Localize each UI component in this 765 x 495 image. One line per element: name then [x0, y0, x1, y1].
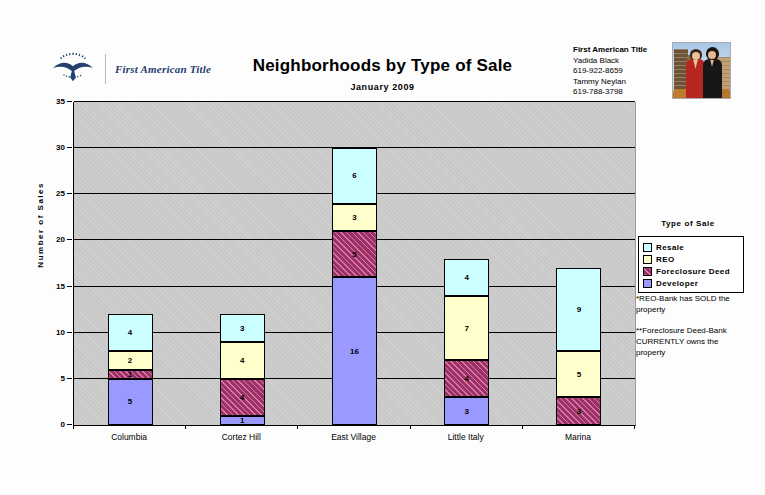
bar-segment-foreclosure-deed: 4	[444, 360, 489, 397]
x-axis-category-label: Cortez Hill	[222, 432, 261, 442]
legend-item-reo: REO	[643, 253, 739, 265]
bar-segment-reo: 2	[108, 351, 153, 369]
legend-item-resale: Resale	[643, 241, 739, 253]
y-axis-tick-label: 35	[49, 97, 65, 106]
legend-item-label: Foreclosure Deed	[656, 267, 730, 276]
y-axis-tick	[67, 239, 72, 240]
bar-segment-foreclosure-deed: 5	[332, 231, 377, 277]
bar-segment-foreclosure-deed: 1	[108, 370, 153, 379]
bar-segment-resale: 4	[444, 259, 489, 296]
contact-block: First American Title Yadida Black 619-92…	[573, 45, 647, 98]
legend-title: Type of Sale	[638, 219, 738, 228]
x-axis-tick	[634, 425, 635, 429]
y-axis-tick-label: 20	[49, 235, 65, 244]
bar-segment-resale: 3	[220, 314, 265, 342]
x-axis-tick	[73, 425, 74, 429]
legend-item-developer: Developer	[643, 277, 739, 289]
contact-phone-2: 619-788-3798	[573, 87, 647, 98]
contact-agent-1: Yadida Black	[573, 56, 647, 67]
legend-swatch-reo	[643, 255, 652, 264]
legend-item-label: Developer	[656, 279, 698, 288]
plot-area: 51241443165363474359	[73, 102, 636, 426]
bar-segment-resale: 6	[332, 148, 377, 203]
agents-photo	[672, 42, 731, 99]
y-axis-tick-label: 30	[49, 143, 65, 152]
bar-segment-developer: 1	[220, 416, 265, 425]
chart-subtitle: January 2009	[0, 82, 765, 92]
bar-segment-foreclosure-deed: 3	[556, 397, 601, 425]
legend-item-label: REO	[656, 255, 675, 264]
y-axis-tick	[67, 332, 72, 333]
x-axis-tick	[297, 425, 298, 429]
y-axis-tick-label: 15	[49, 282, 65, 291]
bar-segment-reo: 3	[332, 204, 377, 232]
y-axis-tick-label: 25	[49, 189, 65, 198]
bar-segment-developer: 16	[332, 277, 377, 425]
chart-footnotes: *REO-Bank has SOLD the property **Forecl…	[636, 293, 740, 368]
bar-segment-foreclosure-deed: 4	[220, 379, 265, 416]
bar-segment-resale: 9	[556, 268, 601, 351]
y-axis-tick	[67, 101, 72, 102]
y-axis-tick	[67, 424, 72, 425]
legend-swatch-developer	[643, 279, 652, 288]
bar-segment-reo: 5	[556, 351, 601, 397]
legend-swatch-foreclosure-deed	[643, 267, 652, 276]
bar-segment-resale: 4	[108, 314, 153, 351]
x-axis-category-label: Little Italy	[448, 432, 484, 442]
y-axis-tick	[67, 193, 72, 194]
y-axis-tick-label: 10	[49, 328, 65, 337]
legend-swatch-resale	[643, 243, 652, 252]
y-axis-tick-label: 0	[49, 420, 65, 429]
x-axis-category-label: East Village	[331, 432, 376, 442]
legend-item-label: Resale	[656, 243, 684, 252]
footnote-reo: *REO-Bank has SOLD the property	[636, 293, 740, 315]
legend-box: Resale REO Foreclosure Deed Developer	[638, 236, 744, 293]
y-axis-tick	[67, 286, 72, 287]
bar-segment-developer: 5	[108, 379, 153, 425]
legend-item-foreclosure-deed: Foreclosure Deed	[643, 265, 739, 277]
contact-company: First American Title	[573, 45, 647, 56]
x-axis-category-label: Marina	[565, 432, 591, 442]
y-axis-title: Number of Sales	[36, 182, 48, 268]
bar-segment-developer: 3	[444, 397, 489, 425]
bar-segment-reo: 7	[444, 296, 489, 361]
chart-page: First American Title Neighborhoods by Ty…	[0, 0, 765, 495]
contact-phone-1: 619-922-8659	[573, 66, 647, 77]
contact-agent-2: Tammy Neylan	[573, 77, 647, 88]
y-axis-tick	[67, 378, 72, 379]
x-axis-tick	[410, 425, 411, 429]
y-axis-tick	[67, 147, 72, 148]
x-axis-tick	[522, 425, 523, 429]
bar-segment-reo: 4	[220, 342, 265, 379]
x-axis-category-label: Columbia	[111, 432, 147, 442]
gridline	[74, 101, 635, 102]
footnote-foreclosure: **Foreclosure Deed-Bank CURRENTLY owns t…	[636, 325, 740, 358]
x-axis-tick	[185, 425, 186, 429]
y-axis-tick-label: 5	[49, 374, 65, 383]
chart-title: Neighborhoods by Type of Sale	[0, 56, 765, 76]
